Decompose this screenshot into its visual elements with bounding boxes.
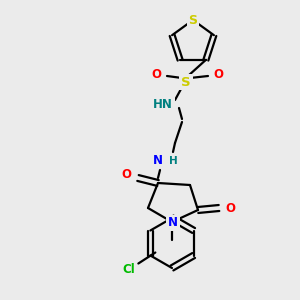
Text: N: N (168, 217, 178, 230)
Text: O: O (213, 68, 223, 80)
Text: Cl: Cl (122, 263, 135, 276)
Text: O: O (151, 68, 161, 80)
Text: S: S (181, 76, 191, 88)
Text: S: S (188, 14, 197, 26)
Text: O: O (225, 202, 235, 214)
Text: N: N (153, 154, 163, 166)
Text: O: O (121, 169, 131, 182)
Text: H: H (169, 156, 177, 166)
Text: HN: HN (153, 98, 173, 110)
